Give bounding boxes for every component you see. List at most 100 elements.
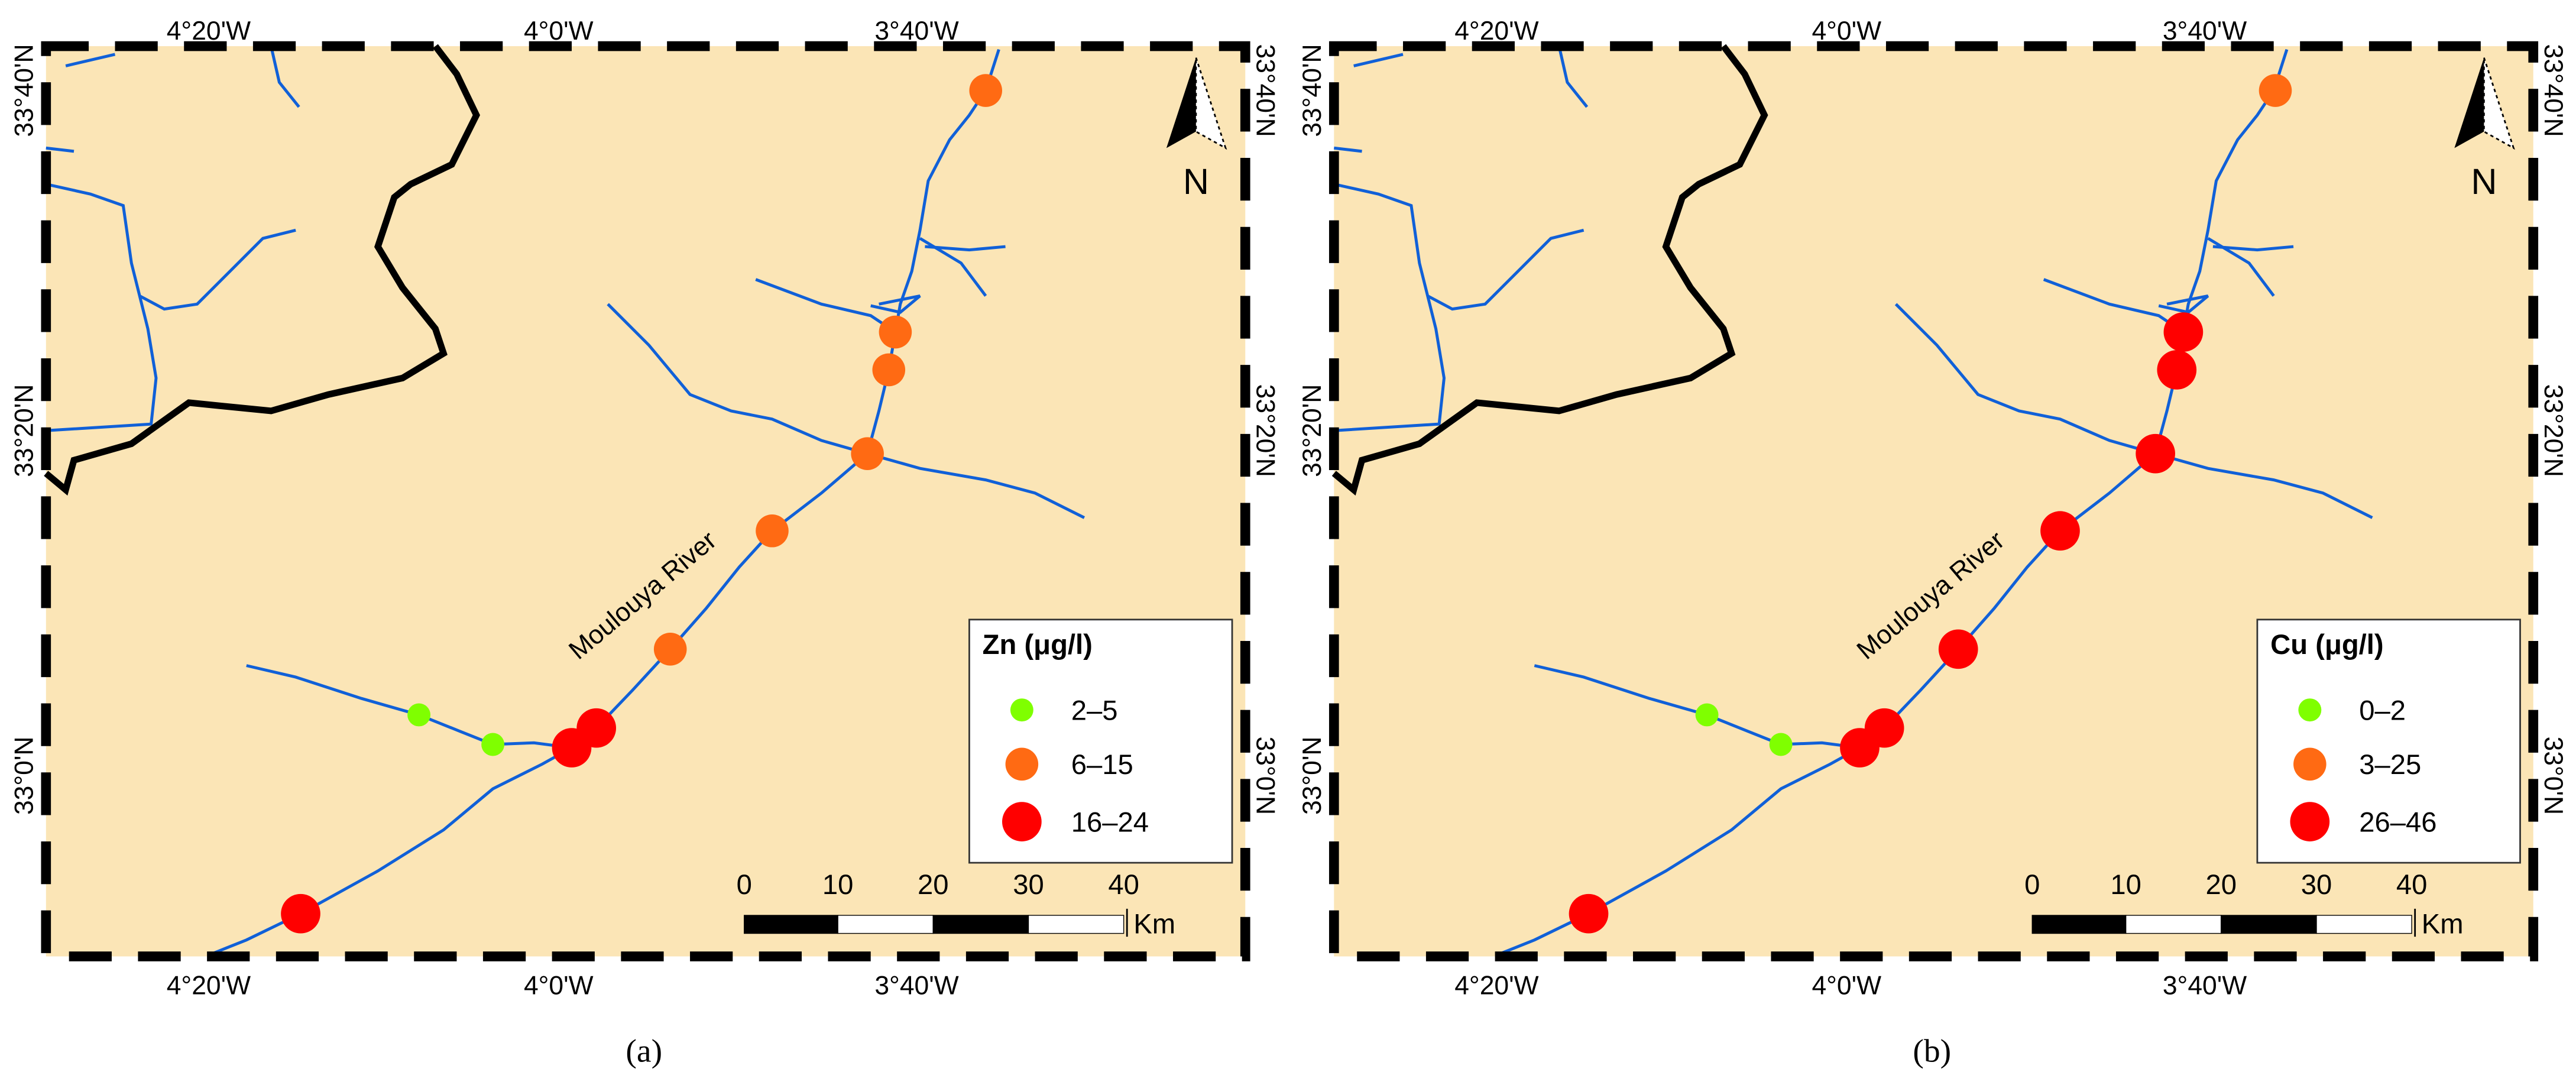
river [1894, 303, 2156, 455]
sample-site [481, 733, 505, 756]
left-label: 33°40'N [10, 44, 39, 137]
sample-site [2040, 511, 2080, 551]
scale-label: 40 [1108, 869, 1139, 901]
right-label: 33°20'N [1251, 384, 1280, 477]
legend-label: 2–5 [1071, 695, 1118, 726]
legend-label: 0–2 [2359, 695, 2406, 726]
north-label: N [2471, 161, 2497, 202]
river [870, 294, 921, 314]
scale-label: 0 [2024, 869, 2040, 901]
scale-segment [2316, 915, 2412, 934]
legend-title: Cu (μg/l) [2270, 629, 2383, 660]
sample-site [281, 893, 320, 934]
legend-label: 6–15 [1071, 749, 1133, 781]
sample-site [407, 703, 431, 727]
river [1353, 53, 1404, 67]
frame [41, 41, 1250, 961]
north-arrow-outline [1195, 57, 1227, 150]
sample-site [1864, 708, 1904, 748]
sample-site [2157, 350, 2197, 390]
frame [1328, 41, 2539, 961]
sample-site [872, 353, 906, 387]
river [1427, 228, 1585, 311]
river [65, 53, 116, 67]
river [46, 146, 74, 153]
north-arrow-outline [2483, 57, 2515, 150]
scale-segment [2031, 915, 2127, 934]
sample-site [756, 514, 789, 548]
river [925, 245, 1006, 252]
sample-site [576, 708, 617, 748]
legend-symbol [1010, 698, 1033, 722]
river [2158, 294, 2209, 314]
river [270, 46, 300, 108]
legend-symbol [2298, 698, 2322, 722]
top-label: 3°40'W [874, 17, 958, 46]
scale-segment [2125, 915, 2222, 934]
left-label: 33°40'N [1298, 44, 1327, 137]
top-label: 3°40'W [2163, 17, 2247, 46]
boundary [44, 44, 481, 496]
map-panel: 4°20'W 4°0'W 3°40'W 4°20'W 4°0'W 3°40'W 33°40'… [10, 17, 1280, 1069]
bottom-label: 4°0'W [524, 971, 594, 1000]
river [139, 228, 296, 311]
right-label: 33°20'N [2539, 384, 2568, 477]
scale-label: 30 [1013, 869, 1044, 901]
sample-site [2163, 312, 2204, 352]
north-arrow [2454, 57, 2484, 148]
scale-unit: Km [2422, 909, 2464, 940]
map-panel: 4°20'W 4°0'W 3°40'W 4°20'W 4°0'W 3°40'W 33°40'… [1298, 17, 2568, 1069]
bottom-label: 4°0'W [1812, 971, 1881, 1000]
legend-title: Zn (μg/l) [983, 629, 1093, 660]
scale-label: 10 [822, 869, 854, 901]
river [1334, 146, 1362, 153]
left-label: 33°0'N [1298, 737, 1327, 815]
legend-label: 16–24 [1071, 807, 1149, 838]
scale-label: 10 [2110, 869, 2141, 901]
legend-label: 26–46 [2359, 807, 2436, 838]
sample-site [2259, 74, 2292, 107]
sample-site [879, 315, 912, 349]
river [1534, 664, 1860, 750]
north-label: N [1183, 161, 1209, 202]
left-label: 33°0'N [10, 737, 39, 815]
scale-segment [1028, 915, 1125, 934]
legend-symbol [2293, 747, 2326, 781]
bottom-label: 3°40'W [874, 971, 958, 1000]
right-label: 33°0'N [1251, 737, 1280, 815]
right-label: 33°40'N [1251, 44, 1280, 137]
scale-segment [744, 915, 838, 934]
right-label: 33°0'N [2539, 737, 2568, 815]
scale-segment [837, 915, 934, 934]
legend-symbol [1005, 747, 1039, 781]
legend-symbol [2290, 802, 2330, 841]
sample-site [1695, 703, 1719, 727]
sample-site [1938, 629, 1978, 669]
bottom-label: 4°20'W [1454, 971, 1538, 1000]
left-label: 33°20'N [10, 384, 39, 477]
sample-site [969, 74, 1003, 107]
river [2154, 452, 2373, 519]
sample-site [1569, 893, 1609, 934]
river [607, 303, 868, 455]
boundary [1331, 44, 1768, 496]
scale-unit: Km [1133, 909, 1175, 940]
scale-label: 30 [2301, 869, 2332, 901]
right-label: 33°40'N [2539, 44, 2568, 137]
legend-label: 3–25 [2359, 749, 2421, 781]
sample-site [851, 437, 884, 470]
top-label: 4°20'W [167, 17, 251, 46]
scale-label: 20 [2206, 869, 2237, 901]
sample-site [653, 633, 687, 666]
bottom-label: 3°40'W [2163, 971, 2247, 1000]
bottom-label: 4°20'W [167, 971, 251, 1000]
river [246, 664, 572, 750]
top-label: 4°0'W [1812, 17, 1881, 46]
legend-symbol [1002, 802, 1042, 841]
sample-site [2136, 433, 2175, 474]
scale-label: 20 [918, 869, 949, 901]
river [2212, 245, 2294, 252]
top-label: 4°0'W [524, 17, 594, 46]
